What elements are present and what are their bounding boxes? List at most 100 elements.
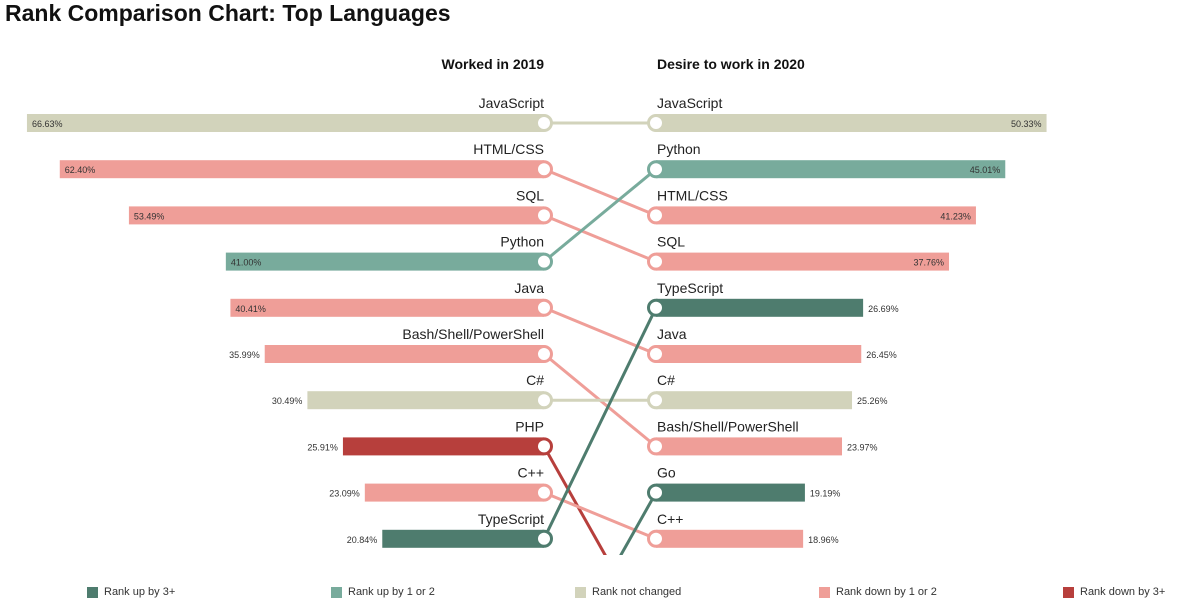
right-marker-c [647,391,665,410]
right-label-java: Java [657,326,687,342]
legend-label: Rank not changed [592,586,682,598]
left-bar-c [307,391,544,410]
rank-link-php [542,445,607,555]
right-value-html-css: 41.23% [940,211,971,221]
left-label-c: C++ [518,465,544,481]
legend-label: Rank down by 1 or 2 [836,586,937,598]
rank-comparison-chart: Worked in 2019 Desire to work in 2020 Java… [26,56,1047,555]
right-label-c: C# [657,372,675,388]
right-marker-bash-shell-powershell [647,437,665,456]
left-bar-java [230,298,544,317]
left-value-bash-shell-powershell: 35.99% [229,350,260,360]
right-marker-go [647,483,665,502]
rank-link-sql [543,214,657,263]
right-value-java: 26.45% [866,350,897,360]
legend-swatch [87,586,98,598]
right-label-python: Python [657,141,701,157]
left-marker-sql [535,206,553,225]
right-column-header: Desire to work in 2020 [657,56,805,72]
left-label-sql: SQL [516,187,544,203]
chart-title: Rank Comparison Chart: Top Languages [5,0,451,26]
rank-link-python [543,168,657,263]
right-marker-java [647,345,665,363]
left-value-html-css: 62.40% [65,165,96,175]
right-value-go: 19.19% [810,489,841,499]
right-bar-javascript [656,114,1047,132]
left-label-java: Java [514,280,544,296]
right-bar-go [656,483,805,502]
left-value-javascript: 66.63% [32,119,63,129]
left-bar-javascript [26,114,545,132]
right-marker-typescript [647,298,665,317]
right-value-c: 25.26% [857,396,888,406]
legend-item-rank-up-3: Rank up by 3+ [87,586,175,598]
legend-swatch [575,586,586,598]
left-marker-c [535,391,553,410]
right-label-c: C++ [657,511,683,527]
right-bar-html-css [656,206,976,225]
right-bar-bash-shell-powershell [656,437,843,456]
right-value-typescript: 26.69% [868,304,899,314]
right-label-html-css: HTML/CSS [657,187,728,203]
right-marker-sql [647,252,665,271]
left-marker-c [535,483,553,502]
right-bar-c [656,529,804,548]
left-bar-html-css [59,160,544,179]
right-marker-html-css [647,206,665,225]
right-label-javascript: JavaScript [657,95,722,111]
left-value-c: 30.49% [272,396,303,406]
left-label-c: C# [526,372,544,388]
rank-links [542,121,658,555]
right-label-go: Go [657,465,676,481]
left-bar-python [225,252,544,271]
right-value-sql: 37.76% [913,258,944,268]
left-marker-java [535,298,553,317]
right-marker-python [647,160,665,179]
left-label-python: Python [500,234,544,250]
right-label-bash-shell-powershell: Bash/Shell/PowerShell [657,418,799,434]
left-bar-typescript [382,529,544,548]
bars: JavaScript 66.63% HTML/CSS 62.40% SQL 53.49% P… [26,95,1047,548]
left-value-c: 23.09% [329,489,360,499]
legend: Rank up by 3+ Rank up by 1 or 2 Rank not… [0,586,1189,602]
left-value-java: 40.41% [235,304,266,314]
left-bar-sql [128,206,544,225]
left-label-html-css: HTML/CSS [473,141,544,157]
legend-swatch [819,586,830,598]
left-marker-php [535,437,553,456]
legend-swatch [1063,586,1074,598]
right-bar-python [656,160,1006,179]
left-marker-html-css [535,160,553,179]
left-marker-javascript [535,114,553,132]
left-marker-typescript [535,529,553,548]
right-value-javascript: 50.33% [1011,119,1042,129]
left-bar-bash-shell-powershell [264,345,544,363]
left-column-header: Worked in 2019 [442,56,545,72]
left-bar-php [342,437,544,456]
rank-markers [535,114,665,548]
left-label-bash-shell-powershell: Bash/Shell/PowerShell [402,326,544,342]
legend-label: Rank up by 1 or 2 [348,586,435,598]
legend-item-rank-up-1-2: Rank up by 1 or 2 [331,586,435,598]
legend-item-rank-down-3: Rank down by 3+ [1063,586,1165,598]
rank-link-typescript [542,307,658,540]
right-value-c: 18.96% [808,535,839,545]
left-label-typescript: TypeScript [478,511,544,527]
right-label-typescript: TypeScript [657,280,723,296]
left-value-sql: 53.49% [134,211,165,221]
legend-swatch [331,586,342,598]
left-value-php: 25.91% [307,442,338,452]
legend-item-rank-down-1-2: Rank down by 1 or 2 [819,586,937,598]
left-marker-python [535,252,553,271]
legend-label: Rank up by 3+ [104,586,176,598]
rank-link-html-css [543,167,657,217]
right-label-sql: SQL [657,234,685,250]
right-marker-javascript [647,114,665,132]
right-value-bash-shell-powershell: 23.97% [847,442,878,452]
left-label-javascript: JavaScript [479,95,544,111]
left-marker-bash-shell-powershell [535,345,553,363]
right-value-python: 45.01% [970,165,1001,175]
left-label-php: PHP [515,418,544,434]
right-bar-c [656,391,853,410]
right-marker-c [647,529,665,548]
